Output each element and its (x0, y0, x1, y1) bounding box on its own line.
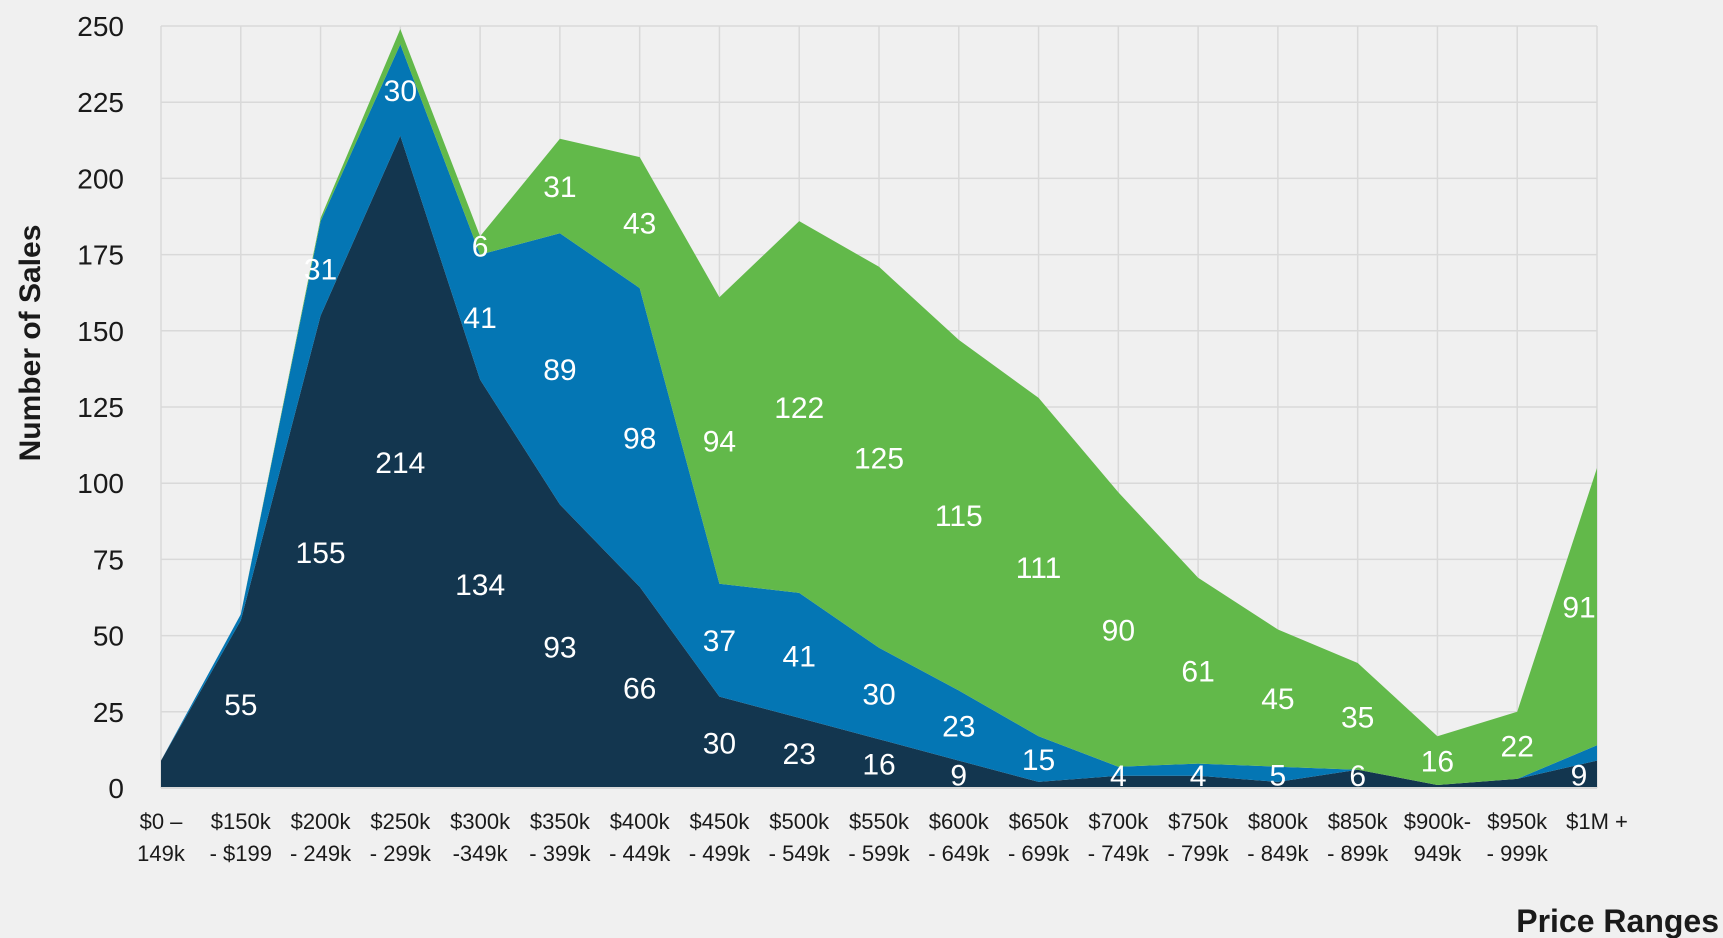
x-tick-label: $800k - 849k (1247, 809, 1309, 866)
data-label-series-1: 134 (455, 569, 505, 602)
x-tick-label: $450k - 499k (689, 809, 751, 866)
x-tick-label: $1M + (1566, 809, 1628, 834)
y-axis-title: Number of Sales (14, 225, 47, 462)
data-label-series-3: 125 (854, 442, 904, 475)
data-label-series-2: 30 (862, 679, 895, 712)
data-label-series-1: 16 (862, 749, 895, 782)
x-tick-label: $150k - $199 (210, 809, 272, 866)
data-label-series-1: 6 (1349, 760, 1366, 793)
data-label-series-3: 61 (1181, 656, 1214, 689)
data-label-series-3: 43 (623, 208, 656, 241)
data-label-series-1: 214 (375, 447, 425, 480)
data-label-series-1: 4 (1190, 760, 1207, 793)
y-tick-label: 75 (93, 544, 124, 575)
data-label-series-1: 66 (623, 672, 656, 705)
data-label-series-1: 23 (783, 738, 816, 771)
y-tick-label: 250 (77, 11, 124, 42)
x-tick-label: $0 –149k (137, 809, 186, 866)
area-series-1 (161, 135, 1597, 788)
y-tick-label: 50 (93, 621, 124, 652)
x-tick-label: $200k - 249k (290, 809, 352, 866)
data-label-series-2: 31 (304, 253, 337, 286)
x-tick-label: $400k - 449k (609, 809, 671, 866)
x-tick-label: $950k - 999k (1487, 809, 1549, 866)
data-label-series-2: 5 (1270, 759, 1287, 792)
x-tick-label: $600k - 649k (928, 809, 990, 866)
data-label-series-2: 37 (703, 625, 736, 658)
x-tick-label: $650k - 699k (1008, 809, 1070, 866)
y-tick-label: 0 (108, 773, 124, 804)
x-tick-label: $550k - 599k (848, 809, 910, 866)
x-tick-label: $900k-949k (1404, 809, 1471, 866)
data-label-series-1: 9 (1571, 759, 1588, 792)
data-label-series-2: 30 (384, 75, 417, 108)
y-tick-label: 200 (77, 163, 124, 194)
x-tick-label: $500k - 549k (769, 809, 831, 866)
x-tick-label: $300k -349k (450, 809, 511, 866)
x-tick-label: $850k - 899k (1327, 809, 1389, 866)
data-label-series-1: 55 (224, 689, 257, 722)
y-tick-label: 25 (93, 697, 124, 728)
data-label-series-1: 155 (296, 537, 346, 570)
x-tick-label: $750k - 799k (1168, 809, 1230, 866)
data-label-series-1: 4 (1110, 760, 1127, 793)
x-tick-label: $700k - 749k (1088, 809, 1150, 866)
data-label-series-3: 22 (1501, 730, 1534, 763)
data-label-series-2: 41 (783, 640, 816, 673)
data-label-series-2: 98 (623, 422, 656, 455)
x-tick-label: $250k - 299k (370, 809, 432, 866)
data-label-series-2: 15 (1022, 744, 1055, 777)
y-tick-label: 225 (77, 87, 124, 118)
area-series-3 (161, 29, 1597, 785)
y-tick-label: 125 (77, 392, 124, 423)
data-label-series-3: 16 (1421, 746, 1454, 779)
data-label-series-3: 35 (1341, 701, 1374, 734)
data-label-series-3: 45 (1261, 683, 1294, 716)
area-series (161, 29, 1597, 788)
data-label-series-3: 91 (1562, 592, 1595, 625)
y-tick-label: 175 (77, 240, 124, 271)
x-axis-title: Price Ranges (1516, 903, 1719, 938)
data-label-series-2: 23 (942, 711, 975, 744)
data-label-series-3: 111 (1016, 552, 1062, 585)
data-label-series-3: 31 (543, 171, 576, 204)
data-label-series-3: 122 (774, 392, 824, 425)
data-label-series-3: 115 (935, 500, 983, 533)
data-label-series-1: 30 (703, 727, 736, 760)
data-label-series-3: 6 (472, 230, 489, 263)
data-label-series-1: 9 (950, 759, 967, 792)
data-label-series-3: 94 (703, 426, 736, 459)
y-tick-label: 150 (77, 316, 124, 347)
y-tick-label: 100 (77, 468, 124, 499)
data-label-series-1: 93 (543, 631, 576, 664)
x-tick-label: $350k - 399k (529, 809, 591, 866)
data-label-series-2: 41 (463, 302, 496, 335)
data-label-series-3: 90 (1102, 615, 1135, 648)
data-label-series-2: 89 (543, 354, 576, 387)
